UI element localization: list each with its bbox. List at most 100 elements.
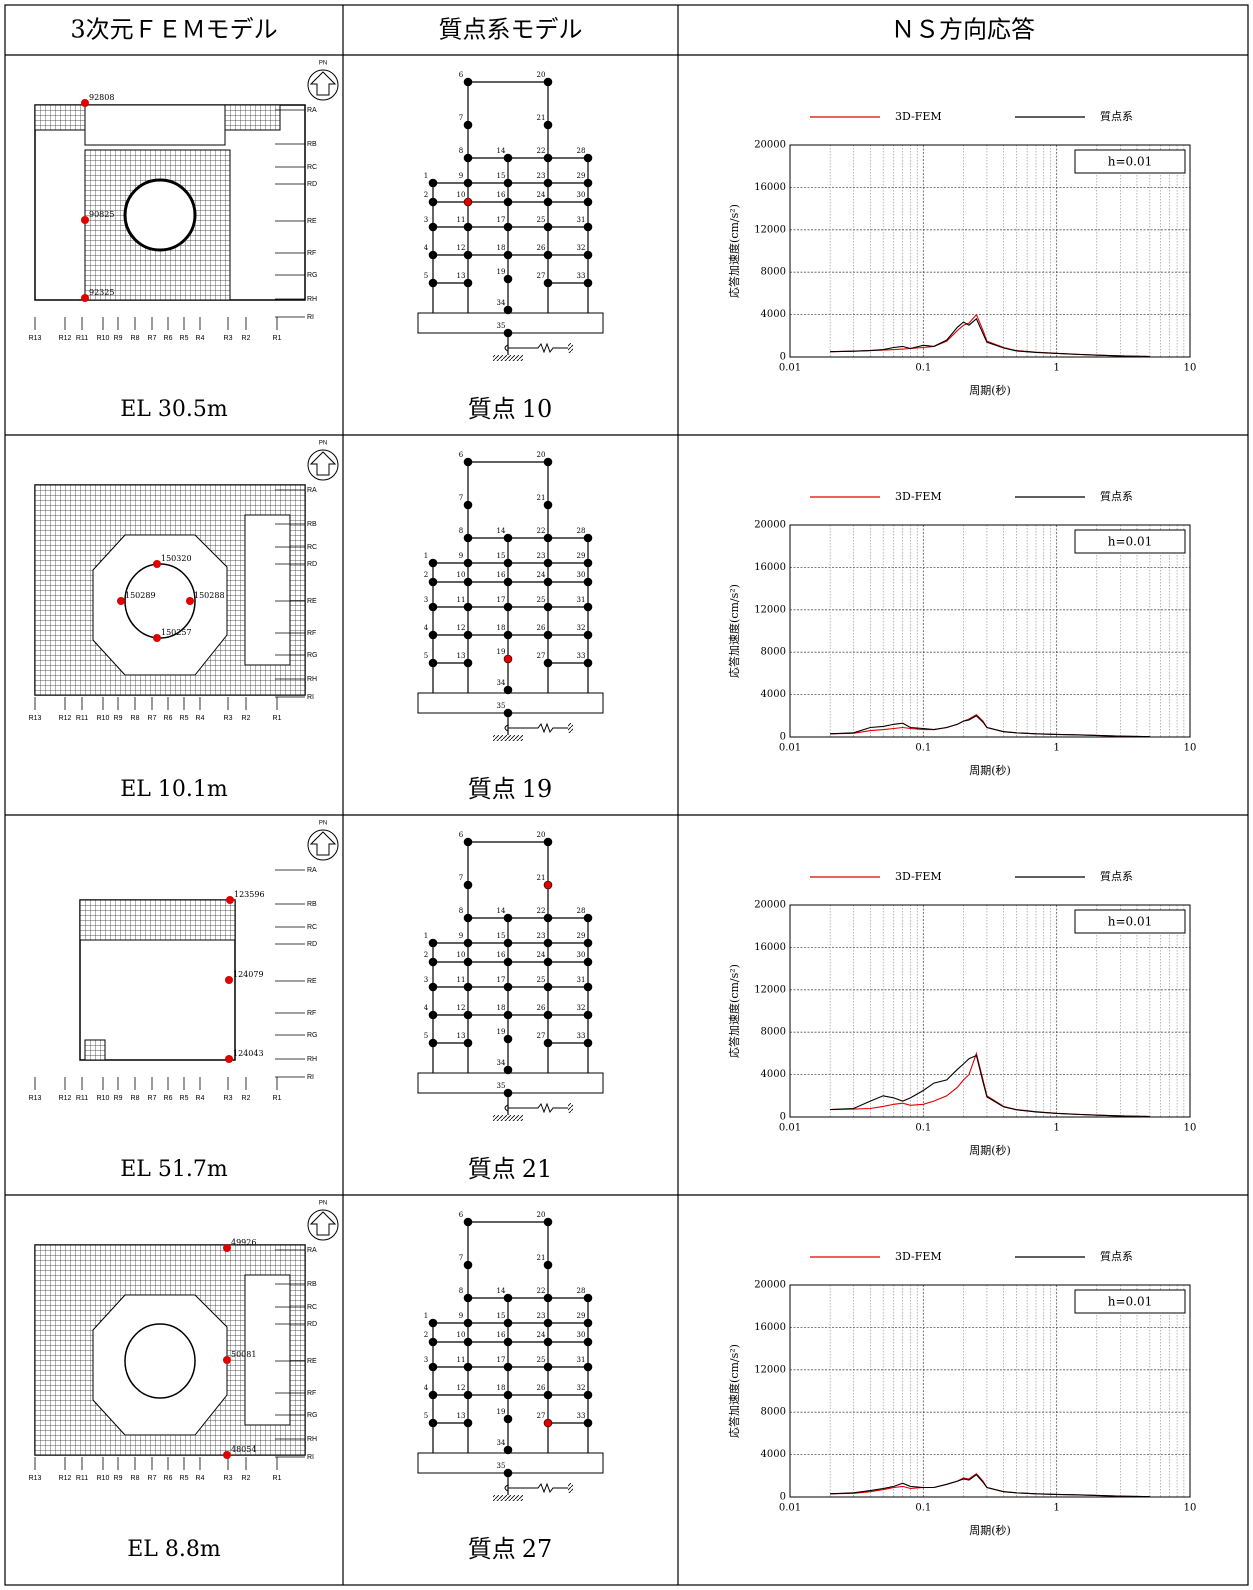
grid-row-label: RC <box>307 164 317 171</box>
mass-node-label: 13 <box>457 1412 466 1420</box>
mass-node-label: 12 <box>457 624 466 632</box>
mass-node-label: 2 <box>424 1331 428 1339</box>
mass-node-label: 29 <box>577 1312 586 1320</box>
grid-row-label: RA <box>307 487 317 494</box>
mass-node <box>503 274 513 284</box>
mass-node <box>428 1362 438 1372</box>
annotation: h=0.01 <box>1108 535 1153 549</box>
x-tick-label: 10 <box>1184 1123 1197 1134</box>
grid-col-label: R10 <box>97 1475 110 1482</box>
mass-node <box>503 654 513 664</box>
mass-node <box>428 1010 438 1020</box>
mass-label-word: 質点 <box>468 1155 516 1183</box>
mass-node-label: 9 <box>459 172 463 180</box>
rotation-spring <box>504 342 568 354</box>
mass-node-label: 3 <box>424 596 428 604</box>
mass-node <box>543 278 553 288</box>
mass-node-label: 26 <box>537 1004 546 1012</box>
mass-node <box>543 178 553 188</box>
grid-col-label: R7 <box>148 1095 157 1102</box>
mass-node-label: 14 <box>497 147 506 155</box>
mass-node <box>543 457 553 467</box>
mass-node-label: 35 <box>497 322 506 330</box>
x-axis-label: 周期(秒) <box>969 383 1011 397</box>
mass-node <box>503 178 513 188</box>
annotation-box <box>1074 1289 1186 1314</box>
mass-node-label: 11 <box>457 1356 466 1364</box>
mass-node <box>428 577 438 587</box>
mass-node-label: 4 <box>424 624 429 632</box>
mass-node-label: 7 <box>459 1254 463 1262</box>
mass-node <box>463 1362 473 1372</box>
grid-col-label: R4 <box>196 715 205 722</box>
mass-node-label: 21 <box>537 114 546 122</box>
mass-node-label: 33 <box>577 1412 586 1420</box>
mass-node-label: 9 <box>459 1312 463 1320</box>
mass-node <box>428 178 438 188</box>
mass-node-label: 31 <box>577 1356 586 1364</box>
mass-node-label: 33 <box>577 652 586 660</box>
grid-col-label: R4 <box>196 1095 205 1102</box>
mass-node <box>463 222 473 232</box>
y-tick-label: 16000 <box>754 562 786 573</box>
mass-node-label: 21 <box>537 1254 546 1262</box>
mass-node <box>428 1318 438 1328</box>
north-circle <box>307 829 339 861</box>
mass-node-label: 26 <box>537 244 546 252</box>
mass-node-label: 11 <box>457 596 466 604</box>
x-tick-label: 10 <box>1184 363 1197 374</box>
mass-node-label: 8 <box>459 147 463 155</box>
grid-row-label: RF <box>307 1010 316 1017</box>
mass-node <box>583 938 593 948</box>
grid-row-label: RG <box>307 272 318 279</box>
mass-node <box>463 250 473 260</box>
annotation-box <box>1074 909 1186 934</box>
legend-label: 3D-FEM <box>895 870 942 883</box>
grid-col-label: R9 <box>114 335 123 342</box>
mass-node <box>583 658 593 668</box>
y-tick-label: 4000 <box>761 689 786 700</box>
mass-node <box>503 602 513 612</box>
y-tick-label: 12000 <box>754 984 786 995</box>
mass-node <box>543 957 553 967</box>
mass-node <box>428 1418 438 1428</box>
plot-frame <box>789 1284 1191 1498</box>
north-circle <box>307 69 339 101</box>
y-tick-label: 12000 <box>754 224 786 235</box>
legend-label: 3D-FEM <box>895 1250 942 1263</box>
grid-col-label: R9 <box>114 1095 123 1102</box>
mass-node-label: 4 <box>424 244 429 252</box>
mass-node-label: 1 <box>424 932 428 940</box>
elevation: EL 51.7m <box>120 1157 228 1182</box>
mass-node <box>583 1337 593 1347</box>
north-arrow <box>309 1211 337 1236</box>
grid-row-label: RB <box>307 521 317 528</box>
grid-col-label: R8 <box>131 335 140 342</box>
y-tick-label: 16000 <box>754 1322 786 1333</box>
fem-node <box>81 216 89 224</box>
fem-node <box>117 597 125 605</box>
mass-node <box>463 1038 473 1048</box>
ground <box>568 1103 573 1113</box>
mass-node <box>428 222 438 232</box>
fem-node <box>81 99 89 107</box>
mass-node <box>543 533 553 543</box>
grid-col-label: R12 <box>59 1095 72 1102</box>
mass-node-label: 15 <box>497 552 506 560</box>
mass-node-label: 1 <box>424 552 428 560</box>
mass-node <box>463 957 473 967</box>
annotation-box <box>1074 529 1186 554</box>
mass-label-node: 21 <box>522 1155 553 1183</box>
north-label: PN <box>319 61 327 67</box>
mass-node-label: 1 <box>424 172 428 180</box>
mass-node <box>543 500 553 510</box>
mass-node <box>463 1390 473 1400</box>
y-tick-label: 12000 <box>754 1364 786 1375</box>
mass-node-label: 23 <box>537 1312 546 1320</box>
mesh-zone <box>34 104 86 131</box>
mass-node-label: 5 <box>424 1412 428 1420</box>
x-tick-label: 0.01 <box>779 363 801 374</box>
mass-node <box>463 197 473 207</box>
mass-node <box>463 982 473 992</box>
legend-label: 質点系 <box>1100 1249 1133 1263</box>
